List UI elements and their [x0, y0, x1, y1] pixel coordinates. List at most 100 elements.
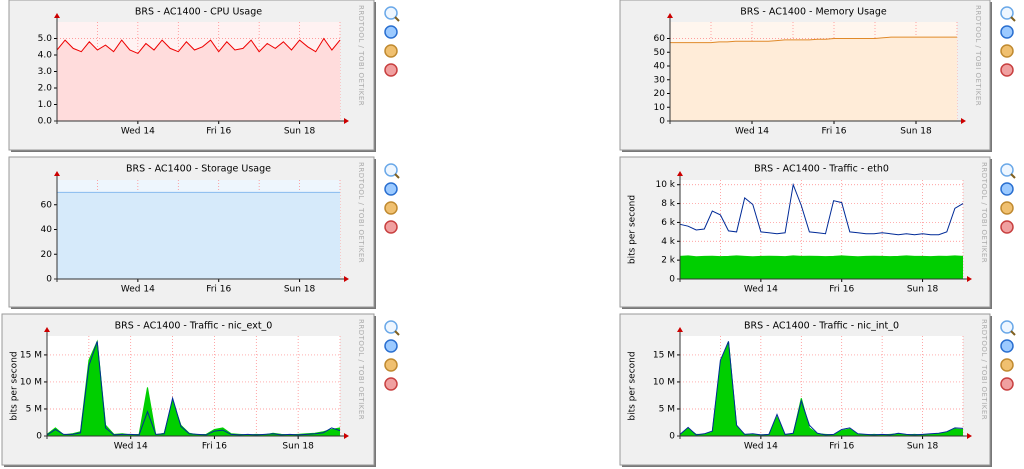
x-tick-label: Sun 18 — [907, 285, 939, 295]
y-tick-label: 60 — [654, 34, 666, 44]
icon-zoom[interactable] — [1000, 320, 1016, 336]
watermark: RRDTOOL / TOBI OETIKER — [980, 162, 988, 263]
icon-shape — [384, 25, 398, 39]
area — [670, 37, 957, 121]
icon-info[interactable] — [384, 182, 398, 196]
icon-zoom[interactable] — [384, 163, 400, 179]
icon-zoom[interactable] — [1000, 6, 1016, 22]
x-tick-label: Wed 14 — [121, 285, 155, 295]
watermark: RRDTOOL / TOBI OETIKER — [357, 162, 365, 263]
icon-info[interactable] — [1000, 339, 1014, 353]
y-tick-label: 3.0 — [38, 67, 53, 77]
icon-shape — [384, 182, 398, 196]
icon-delete[interactable] — [384, 220, 398, 234]
icon-edit[interactable] — [1000, 201, 1014, 215]
icon-delete[interactable] — [1000, 220, 1014, 234]
x-tick-label: Fri 16 — [202, 442, 227, 452]
y-axis-label: bits per second — [10, 351, 20, 420]
y-tick-label: 15 M — [653, 350, 675, 360]
x-tick-label: Wed 14 — [735, 127, 769, 137]
y-tick-label: 0 — [659, 117, 665, 127]
icon-info[interactable] — [1000, 25, 1014, 39]
icon-shape — [384, 358, 398, 372]
icon-shape — [1000, 6, 1014, 20]
axis-arrow — [677, 327, 683, 332]
axis-arrow — [667, 13, 673, 18]
y-tick-label: 40 — [654, 62, 666, 72]
icon-edit[interactable] — [384, 358, 398, 372]
axis-arrow — [967, 276, 972, 282]
icon-shape — [1000, 358, 1014, 372]
x-tick-label: Fri 16 — [206, 285, 231, 295]
line — [56, 37, 341, 55]
icon-zoom[interactable] — [384, 6, 400, 22]
y-tick-label: 15 M — [20, 350, 42, 360]
axis-arrow — [344, 118, 349, 124]
x-tick-label: Sun 18 — [284, 127, 316, 137]
icon-delete[interactable] — [384, 377, 398, 391]
y-axis-label: bits per second — [628, 351, 638, 420]
icon-edit[interactable] — [384, 44, 398, 58]
icon-shape — [384, 339, 398, 353]
x-tick-label: Fri 16 — [206, 127, 231, 137]
icon-info[interactable] — [384, 339, 398, 353]
y-tick-label: 30 — [654, 75, 666, 85]
chart-title: BRS - AC1400 - Memory Usage — [740, 7, 887, 18]
y-tick-label: 10 — [654, 103, 666, 113]
icon-shape — [384, 163, 398, 177]
y-tick-label: 4.0 — [38, 51, 53, 61]
chart-title: BRS - AC1400 - Storage Usage — [126, 164, 271, 175]
chart-title: BRS - AC1400 - Traffic - nic_ext_0 — [115, 321, 273, 332]
watermark: RRDTOOL / TOBI OETIKER — [980, 319, 988, 420]
y-tick-label: 10 M — [653, 377, 675, 387]
area — [680, 255, 963, 279]
icon-edit[interactable] — [384, 201, 398, 215]
icon-shape — [384, 220, 398, 234]
icon-info[interactable] — [384, 25, 398, 39]
x-tick-label: Wed 14 — [121, 127, 155, 137]
chart-title: BRS - AC1400 - Traffic - eth0 — [754, 164, 889, 175]
y-tick-label: 2.0 — [38, 84, 53, 94]
icon-shape — [1000, 320, 1014, 334]
icon-shape — [1000, 63, 1014, 77]
x-tick-label: Fri 16 — [829, 442, 854, 452]
icon-shape — [394, 16, 400, 22]
icon-edit[interactable] — [1000, 358, 1014, 372]
y-tick-label: 60 — [41, 200, 53, 210]
icon-shape — [1010, 173, 1016, 179]
y-tick-label: 5 M — [659, 404, 675, 414]
icon-delete[interactable] — [1000, 63, 1014, 77]
line — [46, 341, 341, 436]
icon-shape — [1010, 330, 1016, 336]
axis-arrow — [54, 13, 60, 18]
icon-shape — [1000, 163, 1014, 177]
icon-info[interactable] — [1000, 182, 1014, 196]
axis-arrow — [344, 276, 349, 282]
y-tick-label: 0.0 — [38, 117, 53, 127]
icon-shape — [384, 44, 398, 58]
chart-title: BRS - AC1400 - Traffic - nic_int_0 — [744, 321, 899, 332]
icon-edit[interactable] — [1000, 44, 1014, 58]
icon-shape — [384, 63, 398, 77]
line — [679, 341, 964, 436]
icon-shape — [1000, 201, 1014, 215]
axis-arrow — [44, 327, 50, 332]
axis-arrow — [54, 171, 60, 176]
icon-shape — [384, 201, 398, 215]
icon-delete[interactable] — [384, 63, 398, 77]
area — [57, 38, 340, 121]
icon-delete[interactable] — [1000, 377, 1014, 391]
y-tick-label: 4 k — [661, 237, 676, 247]
x-tick-label: Fri 16 — [829, 285, 854, 295]
y-tick-label: 2 k — [661, 256, 676, 266]
watermark: RRDTOOL / TOBI OETIKER — [357, 5, 365, 106]
line — [670, 36, 957, 44]
icon-shape — [1000, 220, 1014, 234]
icon-zoom[interactable] — [384, 320, 400, 336]
area — [57, 192, 340, 279]
y-tick-label: 0 — [36, 432, 42, 442]
y-tick-label: 0 — [669, 432, 675, 442]
x-tick-label: Sun 18 — [900, 127, 932, 137]
icon-zoom[interactable] — [1000, 163, 1016, 179]
